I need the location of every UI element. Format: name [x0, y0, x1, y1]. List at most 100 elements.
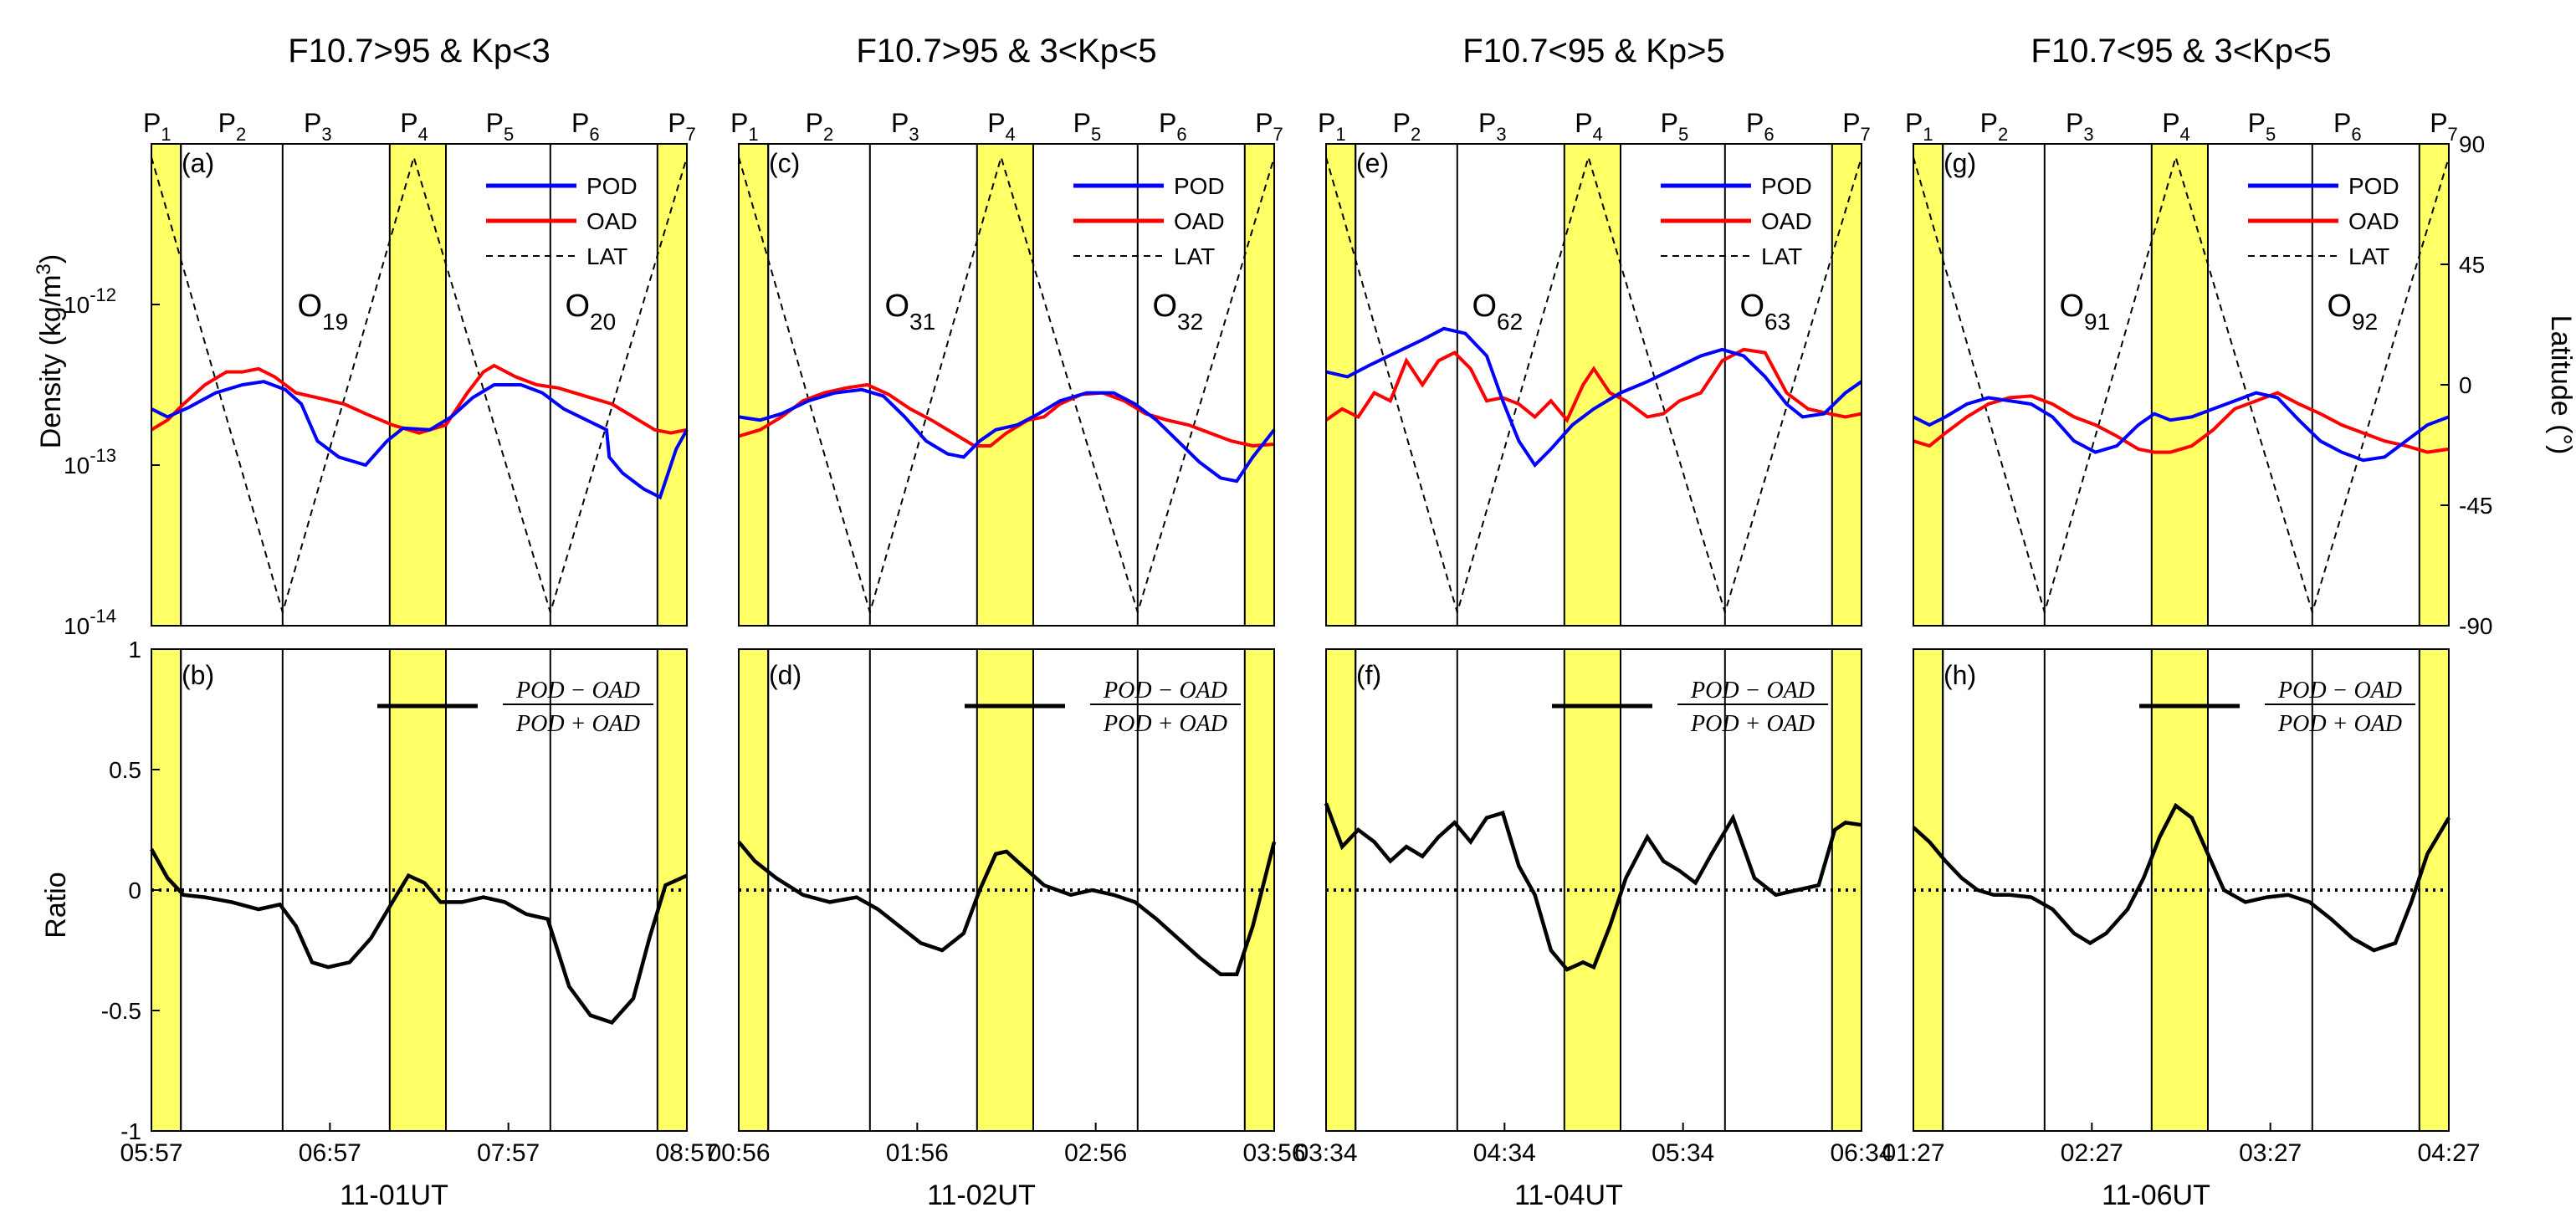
- p-marker-label: P1: [730, 108, 759, 145]
- x-tick-label: 04:34: [1473, 1139, 1536, 1167]
- axes-frame: [151, 143, 688, 627]
- p-marker-label: P4: [2162, 108, 2190, 145]
- panel-2: F10.7<95 & Kp>5 P1 P2 P3 P4 P5 P6 P7 O62 O63 POD OA…: [1294, 33, 1892, 1211]
- y-tick-label: 10-12: [64, 284, 116, 318]
- panel-label: (h): [1944, 660, 1976, 690]
- axes-frame: [738, 143, 1275, 627]
- ratio-line: [1324, 802, 1862, 972]
- orbit-label: O20: [565, 289, 616, 335]
- chart-title: F10.7<95 & Kp>5: [1462, 33, 1725, 69]
- axes-frame: [1325, 648, 1862, 1132]
- legend-label: OAD: [1761, 208, 1812, 234]
- panel-label: (a): [182, 148, 214, 178]
- p-marker-label: P3: [304, 108, 332, 145]
- ratio-numerator: POD − OAD: [515, 678, 640, 704]
- highlight-band: [2151, 144, 2208, 626]
- ratio-denominator: POD + OAD: [1690, 711, 1815, 737]
- p-marker-label: P5: [1073, 108, 1102, 145]
- p-marker-label: P1: [143, 108, 172, 145]
- highlight-band: [976, 144, 1033, 626]
- date-label: 11-04UT: [1514, 1179, 1623, 1211]
- y-tick-label: 0: [2459, 372, 2472, 398]
- panel-label: (c): [769, 148, 800, 178]
- p-marker-label: P2: [218, 108, 247, 145]
- legend-label: LAT: [1174, 243, 1215, 269]
- x-tick-label: 03:56: [1242, 1139, 1305, 1167]
- orbit-label: O19: [297, 289, 348, 335]
- y-tick-label: -90: [2459, 613, 2492, 639]
- y-tick-label: -45: [2459, 493, 2492, 519]
- pod-line: [151, 380, 689, 500]
- legend-label: OAD: [586, 208, 638, 234]
- x-tick-label: 01:56: [886, 1139, 949, 1167]
- x-tick-label: 04:27: [2417, 1139, 2480, 1167]
- date-label: 11-06UT: [2102, 1179, 2210, 1211]
- panel-0: F10.7>95 & Kp<3 P1 P2 P3 P4 P5 P6 P7 O19 O20 POD OA…: [64, 33, 718, 1211]
- oad-line: [1324, 347, 1862, 423]
- p-marker-label: P2: [1393, 108, 1421, 145]
- legend-label: OAD: [1174, 208, 1225, 234]
- chart-title: F10.7>95 & 3<Kp<5: [856, 33, 1156, 69]
- oad-line: [738, 382, 1275, 448]
- p-marker-label: P6: [1159, 108, 1187, 145]
- p-marker-label: P3: [1478, 108, 1507, 145]
- x-tick-label: 03:34: [1294, 1139, 1357, 1167]
- highlight-band: [1913, 144, 1944, 626]
- date-label: 11-01UT: [340, 1179, 448, 1211]
- highlight-band: [1564, 649, 1621, 1131]
- p-marker-label: P6: [1746, 108, 1775, 145]
- pod-line: [1325, 326, 1863, 468]
- p-marker-label: P3: [891, 108, 919, 145]
- ratio-numerator: POD − OAD: [2277, 678, 2402, 704]
- p-marker-label: P3: [2066, 108, 2094, 145]
- p-marker-label: P6: [571, 108, 600, 145]
- ratio-line: [1912, 802, 2451, 953]
- legend-label: POD: [1174, 173, 1225, 199]
- axes-frame: [1913, 648, 2450, 1132]
- panel-label: (f): [1356, 660, 1381, 690]
- p-marker-label: P4: [987, 108, 1016, 145]
- legend-label: POD: [586, 173, 638, 199]
- panel-1: F10.7>95 & 3<Kp<5 P1 P2 P3 P4 P5 P6 P7 O31 O32 POD…: [707, 33, 1305, 1211]
- orbit-label: O62: [1472, 289, 1523, 335]
- ratio-numerator: POD − OAD: [1103, 678, 1227, 704]
- highlight-band: [1564, 144, 1621, 626]
- highlight-band: [657, 144, 687, 626]
- axes-frame: [1325, 143, 1862, 627]
- p-marker-label: P7: [1255, 108, 1283, 145]
- x-tick-label: 06:34: [1830, 1139, 1892, 1167]
- panel-label: (g): [1944, 148, 1976, 178]
- y-tick-label: -0.5: [101, 998, 141, 1024]
- ratio-line: [150, 847, 688, 1026]
- highlight-band: [1244, 144, 1274, 626]
- highlight-band: [739, 144, 769, 626]
- x-tick-label: 05:57: [120, 1139, 182, 1167]
- panel-label: (d): [769, 660, 801, 690]
- chart-title: F10.7<95 & 3<Kp<5: [2031, 33, 2331, 69]
- p-marker-label: P7: [668, 108, 696, 145]
- chart-title: F10.7>95 & Kp<3: [288, 33, 551, 69]
- legend-label: POD: [1761, 173, 1812, 199]
- highlight-band: [151, 144, 182, 626]
- x-tick-label: 02:27: [2061, 1139, 2123, 1167]
- p-marker-label: P5: [1661, 108, 1689, 145]
- p-marker-label: P7: [2430, 108, 2458, 145]
- y-tick-label: 10-13: [64, 445, 116, 478]
- x-tick-label: 01:27: [1882, 1139, 1944, 1167]
- panel-3: F10.7<95 & 3<Kp<5 P1 P2 P3 P4 P5 P6 P7 O91 O92 POD…: [1882, 33, 2492, 1211]
- ratio-denominator: POD + OAD: [1103, 711, 1227, 737]
- y-axis-label-ratio: Ratio: [40, 872, 72, 938]
- oad-line: [150, 363, 688, 435]
- p-marker-label: P4: [1575, 108, 1603, 145]
- y-tick-label: 10-14: [64, 606, 116, 639]
- pod-line: [1913, 391, 2450, 463]
- x-tick-label: 03:27: [2239, 1139, 2302, 1167]
- legend-label: LAT: [2348, 243, 2389, 269]
- y-tick-label: 45: [2459, 252, 2485, 278]
- legend-label: LAT: [1761, 243, 1802, 269]
- y-axis-label-latitude: Latitude (°): [2545, 315, 2576, 455]
- x-tick-label: 02:56: [1064, 1139, 1127, 1167]
- x-tick-label: 00:56: [707, 1139, 770, 1167]
- date-label: 11-02UT: [927, 1179, 1036, 1211]
